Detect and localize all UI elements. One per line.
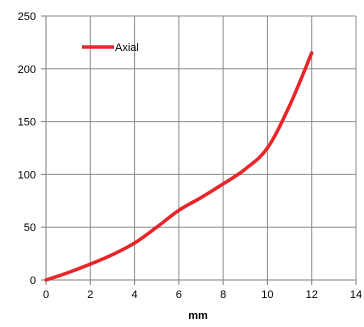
- x-tick-label: 4: [132, 289, 138, 301]
- x-tick-label: 12: [306, 289, 318, 301]
- x-tick-label: 8: [220, 289, 226, 301]
- x-axis-title: mm: [188, 310, 208, 322]
- legend-label: Axial: [115, 42, 139, 54]
- y-tick-label: 100: [18, 169, 36, 181]
- x-tick-label: 14: [350, 289, 362, 301]
- y-tick-label: 50: [24, 222, 36, 234]
- y-tick-label: 250: [18, 11, 36, 23]
- x-tick-label: 6: [176, 289, 182, 301]
- y-tick-label: 150: [18, 117, 36, 129]
- y-tick-label: 0: [30, 275, 36, 287]
- x-tick-label: 0: [43, 289, 49, 301]
- x-tick-label: 10: [261, 289, 273, 301]
- series-line-axial: [44, 51, 314, 282]
- y-tick-label: 200: [18, 64, 36, 76]
- x-tick-label: 2: [87, 289, 93, 301]
